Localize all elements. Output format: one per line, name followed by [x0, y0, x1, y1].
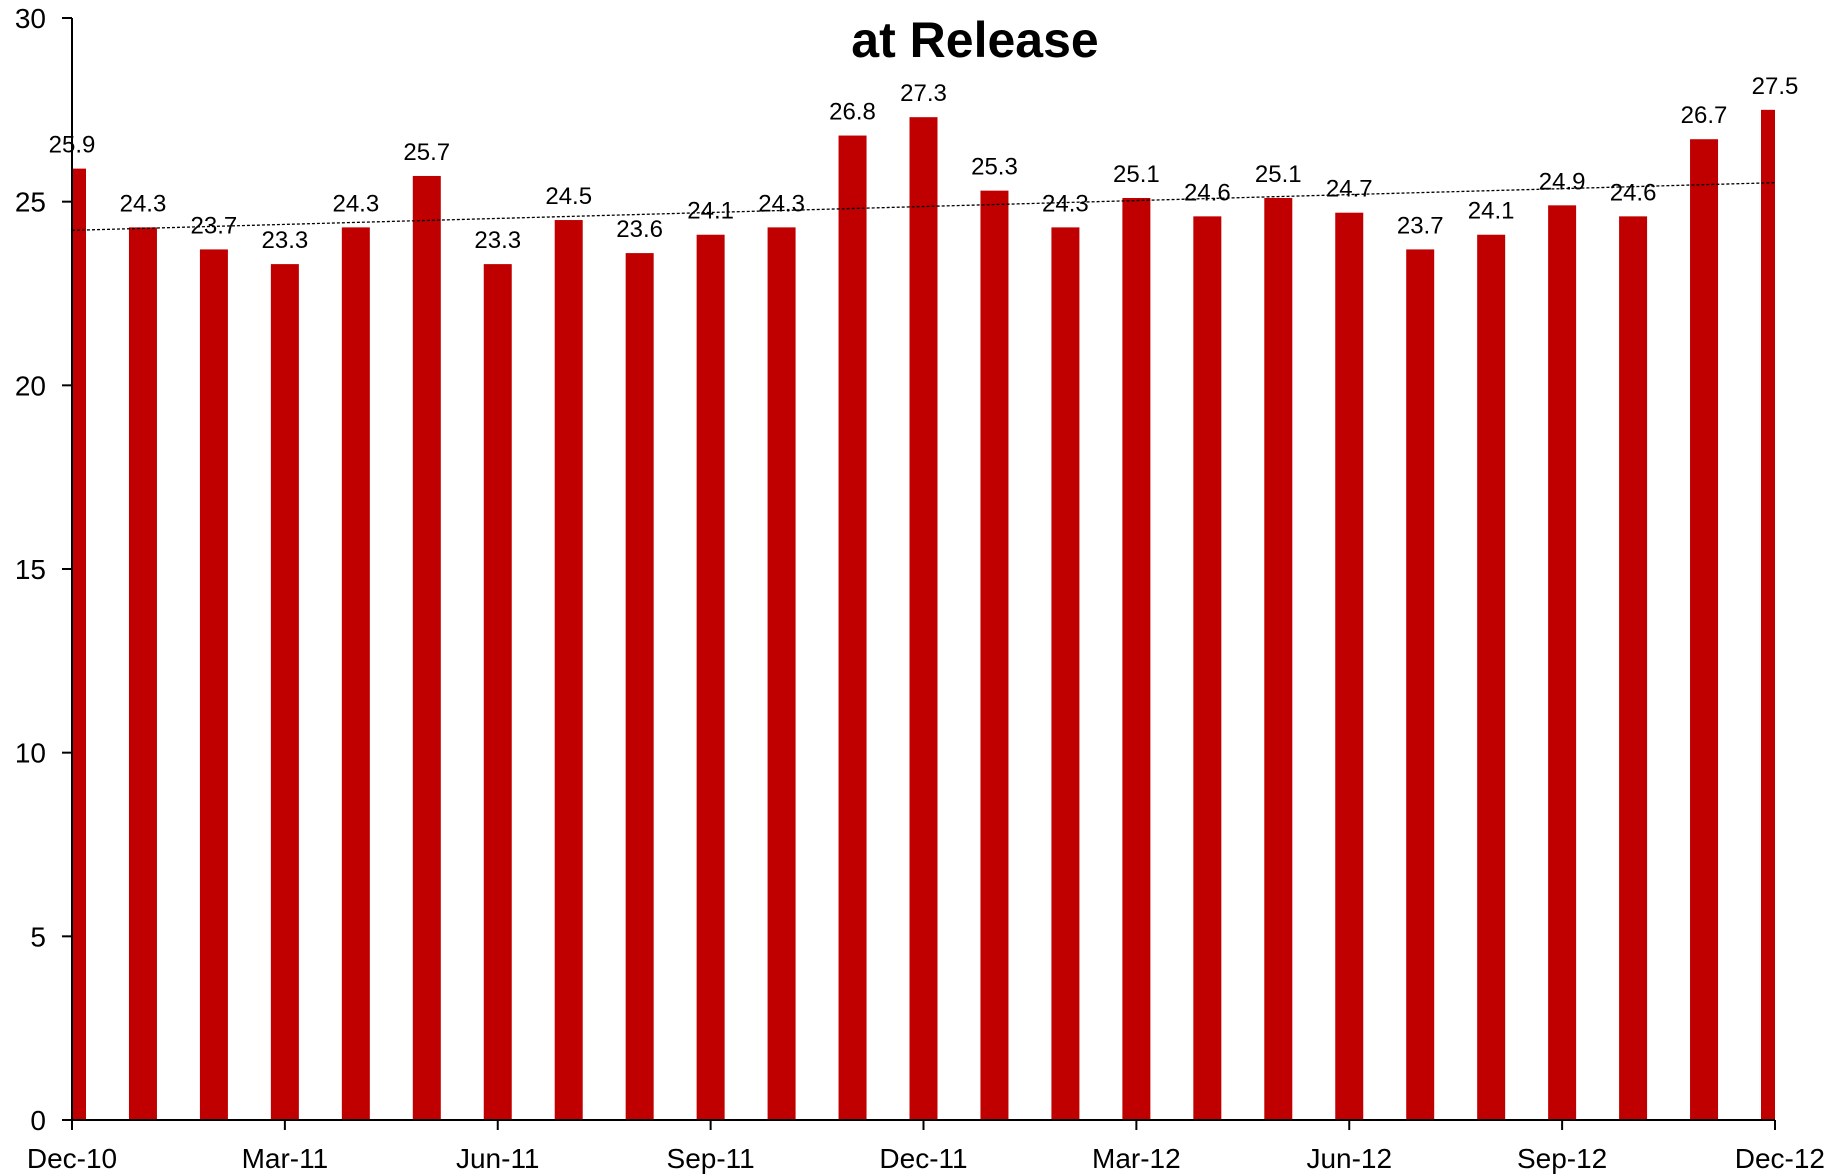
bar-jun-11 [483, 264, 512, 1120]
bar-nov-11 [838, 135, 867, 1121]
bar-jun-12 [1335, 212, 1364, 1121]
bar-sep-11 [696, 234, 725, 1120]
data-label-apr-12: 24.6 [1184, 179, 1231, 206]
bar-jan-11 [128, 227, 157, 1120]
bar-apr-11 [341, 227, 370, 1120]
bar-dec-10 [72, 168, 86, 1120]
data-label-nov-11: 26.8 [829, 99, 876, 126]
chart-title-line-2: at Release [851, 12, 1098, 68]
data-label-jun-12: 24.7 [1326, 176, 1373, 203]
x-tick-label-mar-12: Mar-12 [1092, 1143, 1181, 1174]
y-tick-label-20: 20 [15, 370, 46, 401]
x-tick-label-sep-12: Sep-12 [1517, 1143, 1607, 1174]
x-tick-label-dec-10: Dec-10 [27, 1143, 117, 1174]
x-tick-label-dec-11: Dec-11 [879, 1143, 967, 1174]
bar-may-11 [412, 175, 441, 1120]
data-label-aug-12: 24.1 [1468, 198, 1515, 225]
data-label-mar-12: 25.1 [1113, 161, 1160, 188]
bar-jul-12 [1406, 249, 1435, 1121]
data-labels: 25.924.323.723.324.325.723.324.523.624.1… [49, 73, 1799, 254]
data-label-nov-12: 26.7 [1681, 102, 1728, 129]
data-label-feb-11: 23.7 [191, 212, 238, 239]
bar-mar-12 [1122, 197, 1151, 1120]
bar-aug-11 [625, 253, 654, 1121]
bar-may-12 [1264, 197, 1293, 1120]
data-label-mar-11: 23.3 [262, 227, 309, 254]
chart-title: at Release [851, 12, 1098, 68]
bar-series [72, 109, 1775, 1121]
data-label-sep-11: 24.1 [687, 198, 734, 225]
data-label-oct-11: 24.3 [758, 190, 805, 217]
bar-feb-11 [199, 249, 228, 1121]
x-tick-label-jun-11: Jun-11 [456, 1143, 540, 1174]
y-tick-label-5: 5 [30, 921, 46, 952]
x-tick-label-mar-11: Mar-11 [242, 1143, 329, 1174]
data-label-oct-12: 24.6 [1610, 179, 1657, 206]
data-label-jan-12: 25.3 [971, 154, 1018, 181]
x-tick-label-sep-11: Sep-11 [667, 1143, 755, 1174]
data-label-jul-11: 24.5 [545, 183, 592, 210]
bar-oct-11 [767, 227, 796, 1120]
y-tick-label-0: 0 [30, 1105, 46, 1136]
bar-feb-12 [1051, 227, 1080, 1120]
bar-dec-12 [1761, 109, 1775, 1121]
y-tick-label-10: 10 [15, 738, 46, 769]
bar-aug-12 [1477, 234, 1506, 1120]
bar-jul-11 [554, 220, 583, 1121]
axes: 0 5 10 15 20 25 30 Dec-10 Mar-11 Jun-11 Sep-11 Dec-… [15, 3, 1825, 1174]
bar-sep-12 [1548, 205, 1577, 1121]
bar-jan-12 [980, 190, 1009, 1120]
data-label-may-11: 25.7 [403, 139, 450, 166]
bar-mar-11 [270, 264, 299, 1120]
data-label-apr-11: 24.3 [332, 190, 379, 217]
bar-oct-12 [1619, 216, 1648, 1121]
data-label-dec-11: 27.3 [900, 80, 947, 107]
data-label-may-12: 25.1 [1255, 161, 1302, 188]
data-label-jan-11: 24.3 [120, 190, 167, 217]
data-label-sep-12: 24.9 [1539, 168, 1586, 195]
bar-dec-11 [909, 117, 938, 1121]
trendline [71, 182, 1776, 232]
x-tick-label-dec-12: Dec-12 [1735, 1143, 1825, 1174]
y-tick-label-15: 15 [15, 554, 46, 585]
data-label-aug-11: 23.6 [616, 216, 663, 243]
data-label-feb-12: 24.3 [1042, 190, 1089, 217]
data-label-jul-12: 23.7 [1397, 212, 1444, 239]
bar-apr-12 [1193, 216, 1222, 1121]
x-tick-label-jun-12: Jun-12 [1306, 1143, 1392, 1174]
y-tick-label-25: 25 [15, 187, 46, 218]
trendline-group [71, 182, 1776, 232]
y-tick-label-30: 30 [15, 3, 46, 34]
data-label-dec-12: 27.5 [1752, 73, 1799, 100]
data-label-jun-11: 23.3 [474, 227, 521, 254]
bar-nov-12 [1690, 139, 1719, 1121]
